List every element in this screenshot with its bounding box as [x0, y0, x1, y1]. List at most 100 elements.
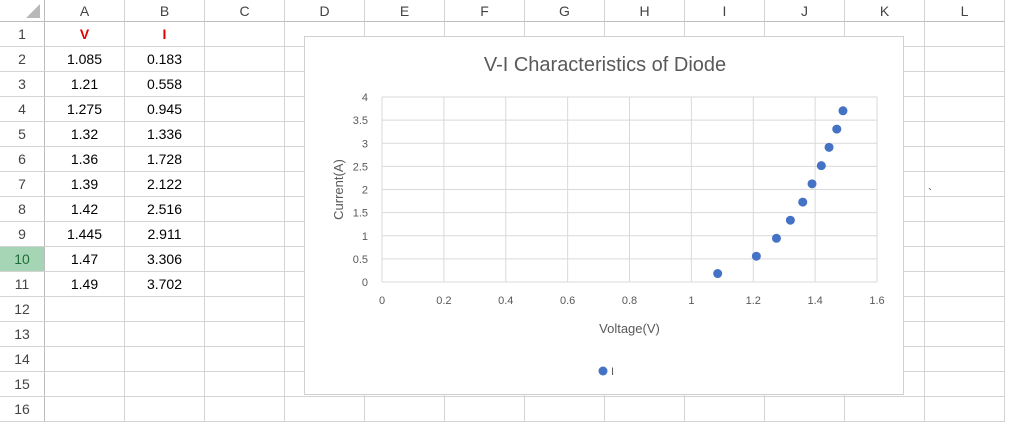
cell-a11[interactable]: 1.49 [45, 272, 125, 297]
cell-c9[interactable] [205, 222, 285, 247]
cell-a16[interactable] [45, 397, 125, 422]
cell-l11[interactable] [925, 272, 1005, 297]
row-header-7[interactable]: 7 [0, 172, 45, 197]
cell-l9[interactable] [925, 222, 1005, 247]
row-header-10[interactable]: 10 [0, 247, 45, 272]
cell-a7[interactable]: 1.39 [45, 172, 125, 197]
cell-b12[interactable] [125, 297, 205, 322]
cell-c2[interactable] [205, 47, 285, 72]
cell-b13[interactable] [125, 322, 205, 347]
cell-c10[interactable] [205, 247, 285, 272]
cell-l15[interactable] [925, 372, 1005, 397]
cell-a4[interactable]: 1.275 [45, 97, 125, 122]
cell-i16[interactable] [685, 397, 765, 422]
cell-b14[interactable] [125, 347, 205, 372]
select-all-corner[interactable] [0, 0, 45, 22]
cell-c12[interactable] [205, 297, 285, 322]
cell-l5[interactable] [925, 122, 1005, 147]
cell-a15[interactable] [45, 372, 125, 397]
cell-a13[interactable] [45, 322, 125, 347]
column-header-j[interactable]: J [765, 0, 845, 22]
row-header-13[interactable]: 13 [0, 322, 45, 347]
cell-c11[interactable] [205, 272, 285, 297]
cell-b4[interactable]: 0.945 [125, 97, 205, 122]
column-header-l[interactable]: L [925, 0, 1005, 22]
cell-l14[interactable] [925, 347, 1005, 372]
cell-f16[interactable] [445, 397, 525, 422]
row-header-9[interactable]: 9 [0, 222, 45, 247]
cell-b16[interactable] [125, 397, 205, 422]
row-header-1[interactable]: 1 [0, 22, 45, 47]
cell-l4[interactable] [925, 97, 1005, 122]
cell-l2[interactable] [925, 47, 1005, 72]
cell-a5[interactable]: 1.32 [45, 122, 125, 147]
cell-k16[interactable] [845, 397, 925, 422]
cell-a1[interactable]: V [45, 22, 125, 47]
cell-c1[interactable] [205, 22, 285, 47]
cell-b7[interactable]: 2.122 [125, 172, 205, 197]
cell-b5[interactable]: 1.336 [125, 122, 205, 147]
row-header-12[interactable]: 12 [0, 297, 45, 322]
cell-b11[interactable]: 3.702 [125, 272, 205, 297]
column-header-k[interactable]: K [845, 0, 925, 22]
cell-b2[interactable]: 0.183 [125, 47, 205, 72]
cell-a2[interactable]: 1.085 [45, 47, 125, 72]
cell-c6[interactable] [205, 147, 285, 172]
cell-a10[interactable]: 1.47 [45, 247, 125, 272]
cell-l13[interactable] [925, 322, 1005, 347]
row-header-6[interactable]: 6 [0, 147, 45, 172]
column-header-c[interactable]: C [205, 0, 285, 22]
column-header-i[interactable]: I [685, 0, 765, 22]
cell-l1[interactable] [925, 22, 1005, 47]
row-header-5[interactable]: 5 [0, 122, 45, 147]
row-header-14[interactable]: 14 [0, 347, 45, 372]
cell-c7[interactable] [205, 172, 285, 197]
cell-a12[interactable] [45, 297, 125, 322]
cell-l12[interactable] [925, 297, 1005, 322]
cell-b9[interactable]: 2.911 [125, 222, 205, 247]
column-header-a[interactable]: A [45, 0, 125, 22]
cell-c13[interactable] [205, 322, 285, 347]
cell-l16[interactable] [925, 397, 1005, 422]
column-header-e[interactable]: E [365, 0, 445, 22]
row-header-16[interactable]: 16 [0, 397, 45, 422]
cell-b8[interactable]: 2.516 [125, 197, 205, 222]
row-header-4[interactable]: 4 [0, 97, 45, 122]
cell-d16[interactable] [285, 397, 365, 422]
cell-b3[interactable]: 0.558 [125, 72, 205, 97]
cell-b6[interactable]: 1.728 [125, 147, 205, 172]
cell-a9[interactable]: 1.445 [45, 222, 125, 247]
cell-a14[interactable] [45, 347, 125, 372]
cell-c5[interactable] [205, 122, 285, 147]
cell-c14[interactable] [205, 347, 285, 372]
row-header-11[interactable]: 11 [0, 272, 45, 297]
cell-b1[interactable]: I [125, 22, 205, 47]
cell-b10[interactable]: 3.306 [125, 247, 205, 272]
cell-a6[interactable]: 1.36 [45, 147, 125, 172]
cell-l8[interactable] [925, 197, 1005, 222]
cell-a8[interactable]: 1.42 [45, 197, 125, 222]
cell-l7[interactable] [925, 172, 1005, 197]
row-header-3[interactable]: 3 [0, 72, 45, 97]
cell-c4[interactable] [205, 97, 285, 122]
row-header-2[interactable]: 2 [0, 47, 45, 72]
scatter-chart[interactable]: V-I Characteristics of Diode 0 0.2 0.4 0.6 0.… [304, 36, 904, 395]
cell-e16[interactable] [365, 397, 445, 422]
row-header-8[interactable]: 8 [0, 197, 45, 222]
cell-a3[interactable]: 1.21 [45, 72, 125, 97]
cell-c8[interactable] [205, 197, 285, 222]
cell-h16[interactable] [605, 397, 685, 422]
cell-k15[interactable] [845, 372, 925, 397]
cell-j16[interactable] [765, 397, 845, 422]
cell-l3[interactable] [925, 72, 1005, 97]
column-header-h[interactable]: H [605, 0, 685, 22]
column-header-g[interactable]: G [525, 0, 605, 22]
cell-c15[interactable] [205, 372, 285, 397]
column-header-b[interactable]: B [125, 0, 205, 22]
column-header-f[interactable]: F [445, 0, 525, 22]
cell-l10[interactable] [925, 247, 1005, 272]
cell-l6[interactable] [925, 147, 1005, 172]
cell-c16[interactable] [205, 397, 285, 422]
cell-g16[interactable] [525, 397, 605, 422]
